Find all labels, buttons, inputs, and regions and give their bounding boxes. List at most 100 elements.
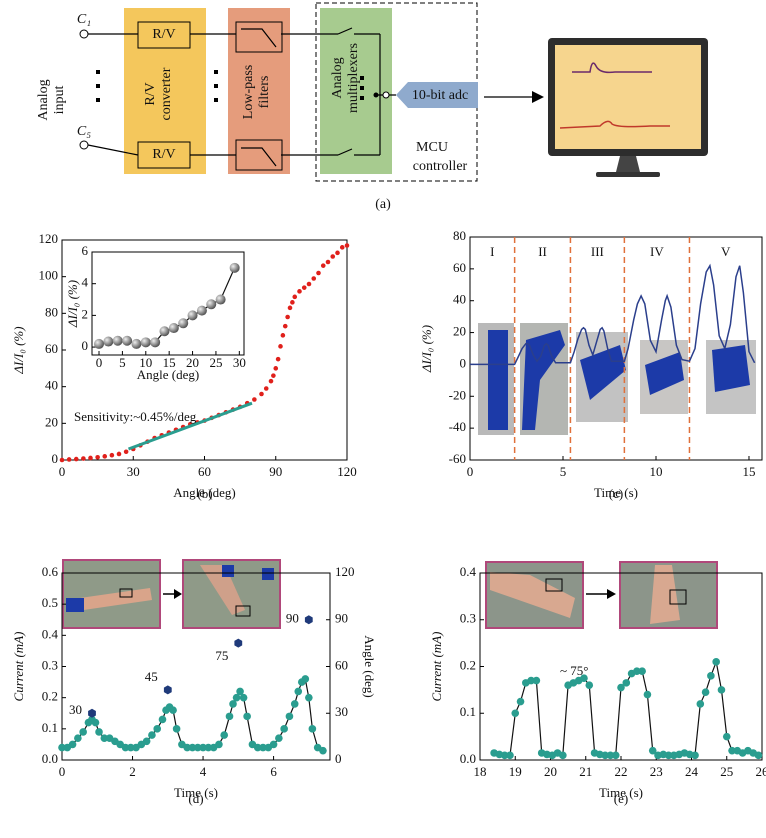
y-tick-label: 40	[45, 378, 58, 393]
adc-block	[396, 82, 478, 108]
x-tick-label: 30	[127, 464, 140, 479]
y-tick-label: 0.2	[42, 689, 58, 704]
y-tick-label: -20	[449, 387, 466, 402]
point	[712, 658, 720, 666]
x-tick-label: 60	[198, 464, 211, 479]
y-tick-label: 100	[39, 268, 59, 283]
filter-label: filters	[257, 76, 272, 109]
x-tick-label: 15	[163, 355, 176, 370]
x-axis-label: Time (s)	[174, 785, 218, 800]
point	[301, 675, 310, 683]
point	[722, 732, 731, 741]
point	[335, 250, 340, 256]
point	[330, 254, 336, 259]
point	[239, 693, 248, 702]
point	[717, 686, 726, 694]
point	[172, 725, 181, 733]
y2-tick-label: 60	[335, 657, 348, 672]
plot-frame	[469, 236, 763, 461]
panel-caption: (e)	[614, 791, 628, 806]
converter-label: R/V	[143, 82, 158, 105]
point	[196, 305, 207, 316]
point	[511, 709, 520, 718]
x-tick-label: 0	[59, 764, 66, 779]
x-tick-label: 26	[756, 764, 766, 779]
y-tick-label: 0.4	[460, 564, 477, 579]
point	[271, 373, 276, 378]
point	[58, 743, 66, 752]
x-tick-label: 22	[615, 764, 628, 779]
y2-axis-label: Angle (deg)	[362, 635, 377, 697]
rv-box	[137, 141, 191, 169]
point	[88, 455, 93, 461]
point	[308, 725, 317, 733]
controller-label: MCU	[416, 140, 448, 155]
series-line	[470, 263, 756, 366]
filter-box	[235, 21, 283, 53]
point	[516, 697, 525, 706]
point	[691, 751, 699, 760]
x-tick-label: 2	[129, 764, 136, 779]
input-terminal	[79, 29, 89, 39]
point	[193, 743, 202, 752]
point	[269, 740, 278, 749]
point	[74, 734, 82, 742]
point	[287, 305, 293, 311]
point	[273, 366, 279, 371]
point	[68, 740, 77, 749]
y-tick-label: 40	[453, 292, 466, 307]
x-tick-label: 10	[139, 355, 152, 370]
plot-frame	[91, 251, 245, 356]
point	[126, 743, 135, 752]
point	[142, 737, 151, 746]
y-tick-label: 20	[45, 414, 58, 429]
point	[305, 693, 313, 702]
point	[66, 457, 72, 462]
point	[123, 449, 129, 455]
filter-block	[228, 8, 290, 174]
point	[728, 746, 736, 755]
x-tick-label: 21	[579, 764, 592, 779]
point	[285, 712, 294, 721]
x-tick-label: 0	[96, 355, 103, 370]
point	[606, 751, 615, 760]
y-tick-label: -40	[449, 419, 466, 434]
point	[500, 751, 509, 760]
point	[701, 688, 710, 697]
y-tick-label: 0.0	[460, 751, 476, 766]
point	[294, 687, 303, 696]
point	[268, 378, 274, 384]
point	[506, 751, 514, 760]
point	[290, 300, 295, 305]
point	[236, 687, 244, 696]
x-tick-label: 10	[649, 464, 662, 479]
point	[316, 270, 321, 276]
point	[292, 294, 298, 300]
data-label: 45	[145, 669, 158, 684]
point	[121, 743, 130, 752]
y2-tick-label: 0	[335, 751, 342, 766]
series-line	[127, 401, 253, 451]
region-label: III	[591, 244, 604, 259]
point	[297, 289, 302, 294]
x-tick-label: 23	[650, 764, 663, 779]
converter-label: converter	[159, 67, 174, 120]
y-tick-label: 2	[82, 306, 89, 321]
arrow-head	[532, 91, 544, 103]
point	[81, 456, 86, 461]
y2-tick-label: 90	[335, 611, 348, 626]
y-axis-label: Current (mA)	[429, 632, 444, 702]
block-diagram: Analog input C₁ C₅ R/V R/V	[36, 2, 708, 212]
y-tick-label: 0.4	[42, 626, 59, 641]
point	[220, 731, 229, 739]
point	[94, 338, 105, 349]
point	[304, 615, 313, 625]
y-tick-label: 4	[82, 275, 89, 290]
y-tick-label: 0	[52, 451, 59, 466]
point	[204, 743, 213, 752]
rv-box	[137, 21, 191, 49]
point	[280, 725, 288, 733]
region-label: IV	[650, 244, 664, 259]
point	[188, 743, 197, 752]
